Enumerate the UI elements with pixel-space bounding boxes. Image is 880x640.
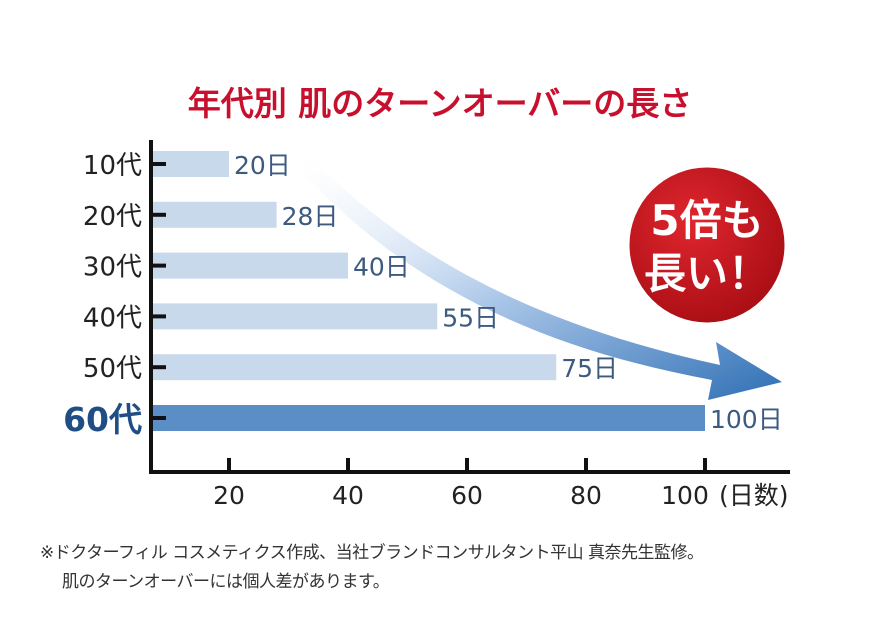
data-label: 100日 [710,405,783,434]
data-label: 40日 [353,253,410,282]
x-tick-label: 80 [570,481,602,510]
bar-60代 [151,405,705,431]
x-tick-label: 40 [332,481,364,510]
x-axis-label: (日数) [719,481,789,510]
category-label: 10代 [83,151,142,181]
data-label: 28日 [282,202,339,231]
callout-line1: 5倍も [650,196,763,245]
data-label: 55日 [442,303,499,332]
footnote-line2: 肌のターンオーバーには個人差があります。 [62,572,390,592]
bar-40代 [151,303,438,330]
x-tick-label: 100 [661,481,709,510]
chart-title: 年代別 肌のターンオーバーの長さ [188,84,693,123]
bar-20代 [151,201,277,228]
category-label: 60代 [63,400,142,439]
data-label: 75日 [561,354,618,383]
callout-line2: 長い！ [644,249,770,298]
footnote-line1: ※ドクターフィル コスメティクス作成、当社ブランドコンサルタント平山 真奈先生監… [40,543,704,563]
category-label: 40代 [83,303,142,333]
x-tick-label: 60 [451,481,483,510]
bar-50代 [151,354,557,381]
trend-arrow [300,158,782,400]
category-label: 30代 [83,253,142,283]
callout-badge: 5倍も 長い！ [626,164,788,326]
category-label: 50代 [83,354,142,384]
category-label: 20代 [83,202,142,232]
bar-30代 [151,252,348,279]
x-tick-label: 20 [213,481,245,510]
data-label: 20日 [234,151,291,180]
